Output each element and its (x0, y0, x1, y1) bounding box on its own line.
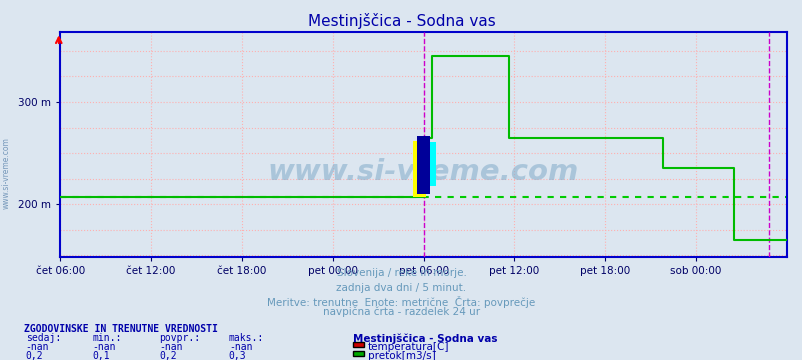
Text: zadnja dva dni / 5 minut.: zadnja dva dni / 5 minut. (336, 283, 466, 293)
Text: 0,3: 0,3 (229, 351, 246, 360)
Text: -nan: -nan (159, 342, 182, 352)
Text: povpr.:: povpr.: (159, 333, 200, 343)
Text: ZGODOVINSKE IN TRENUTNE VREDNOSTI: ZGODOVINSKE IN TRENUTNE VREDNOSTI (24, 324, 217, 334)
Text: -nan: -nan (229, 342, 252, 352)
Text: 0,2: 0,2 (26, 351, 43, 360)
Text: Mestinjščica - Sodna vas: Mestinjščica - Sodna vas (307, 13, 495, 28)
Text: min.:: min.: (92, 333, 122, 343)
Text: 0,2: 0,2 (159, 351, 176, 360)
Text: Mestinjščica - Sodna vas: Mestinjščica - Sodna vas (353, 333, 497, 344)
Text: -nan: -nan (92, 342, 115, 352)
Text: pretok[m3/s]: pretok[m3/s] (367, 351, 435, 360)
Text: sedaj:: sedaj: (26, 333, 61, 343)
Text: maks.:: maks.: (229, 333, 264, 343)
Text: www.si-vreme.com: www.si-vreme.com (2, 137, 11, 209)
Text: Meritve: trenutne  Enote: metrične  Črta: povprečje: Meritve: trenutne Enote: metrične Črta: … (267, 296, 535, 308)
Text: Slovenija / reke in morje.: Slovenija / reke in morje. (336, 268, 466, 278)
Text: navpična črta - razdelek 24 ur: navpična črta - razdelek 24 ur (322, 307, 480, 317)
Bar (413, 141, 426, 197)
Text: -nan: -nan (26, 342, 49, 352)
Text: temperatura[C]: temperatura[C] (367, 342, 448, 352)
Bar (424, 142, 435, 186)
Text: www.si-vreme.com: www.si-vreme.com (268, 158, 578, 186)
Bar (417, 136, 429, 194)
Text: 0,1: 0,1 (92, 351, 110, 360)
